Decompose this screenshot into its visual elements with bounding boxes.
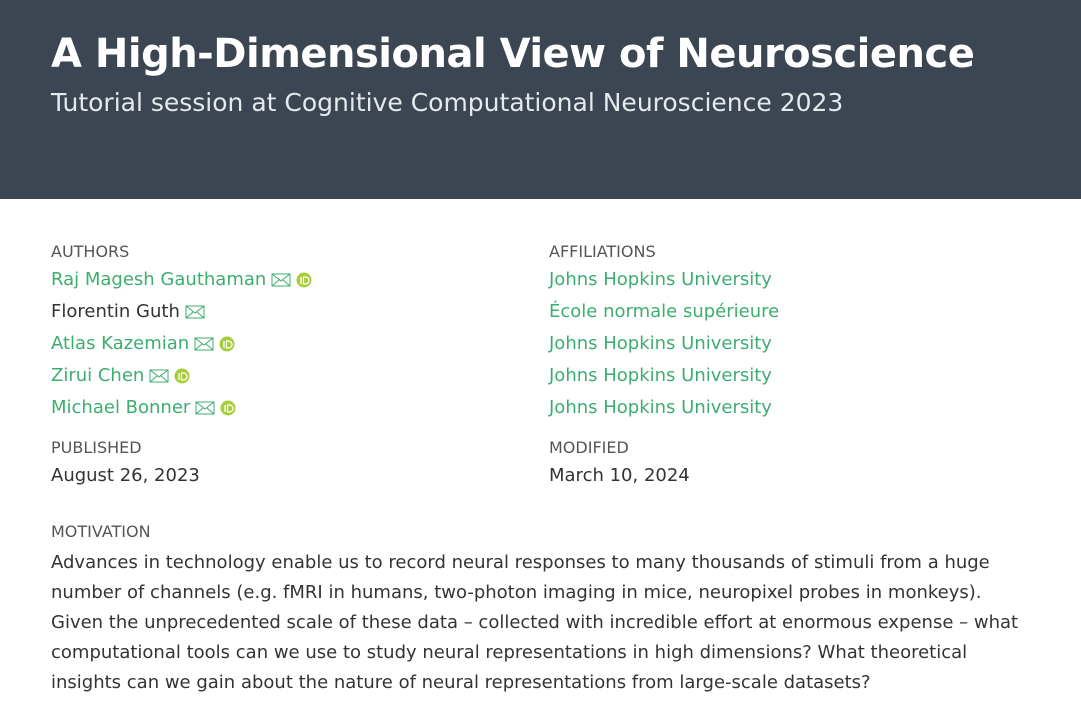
authors-col: AUTHORS Raj Magesh Gauthaman Florentin G… — [51, 240, 531, 492]
author: Florentin Guth — [51, 296, 531, 328]
email-icon[interactable] — [195, 401, 215, 415]
modified-date: March 10, 2024 — [549, 465, 690, 486]
affiliations-col: AFFILIATIONS Johns Hopkins University Éc… — [549, 240, 1029, 492]
subtitle: Tutorial session at Cognitive Computatio… — [51, 88, 844, 117]
author-link[interactable]: Raj Magesh Gauthaman — [51, 269, 267, 290]
email-icon[interactable] — [271, 273, 291, 287]
affiliation-link[interactable]: Johns Hopkins University — [549, 397, 772, 418]
motivation-label: MOTIVATION — [51, 522, 151, 541]
orcid-icon[interactable] — [296, 272, 312, 288]
modified-label: MODIFIED — [549, 438, 629, 457]
title: A High-Dimensional View of Neuroscience — [51, 31, 975, 77]
orcid-icon[interactable] — [220, 400, 236, 416]
affiliation-link[interactable]: École normale supérieure — [549, 301, 780, 322]
author-link[interactable]: Michael Bonner — [51, 397, 191, 418]
authors-label: AUTHORS — [51, 242, 130, 261]
author-link[interactable]: Zirui Chen — [51, 365, 145, 386]
motivation: MOTIVATION Advances in technology enable… — [51, 520, 1031, 698]
email-icon[interactable] — [194, 337, 214, 351]
author: Atlas Kazemian — [51, 328, 531, 360]
author: Raj Magesh Gauthaman — [51, 264, 531, 296]
author: Michael Bonner — [51, 392, 531, 424]
author-link[interactable]: Atlas Kazemian — [51, 333, 190, 354]
affiliation-link[interactable]: Johns Hopkins University — [549, 365, 772, 386]
email-icon[interactable] — [185, 305, 205, 319]
author: Zirui Chen — [51, 360, 531, 392]
affiliation-link[interactable]: Johns Hopkins University — [549, 269, 772, 290]
published-date: August 26, 2023 — [51, 465, 200, 486]
affiliation-link[interactable]: Johns Hopkins University — [549, 333, 772, 354]
email-icon[interactable] — [149, 369, 169, 383]
orcid-icon[interactable] — [219, 336, 235, 352]
published-label: PUBLISHED — [51, 438, 142, 457]
affiliations-label: AFFILIATIONS — [549, 242, 656, 261]
author-name: Florentin Guth — [51, 301, 180, 322]
orcid-icon[interactable] — [174, 368, 190, 384]
header: A High-Dimensional View of Neuroscience … — [0, 0, 1081, 199]
motivation-text: Advances in technology enable us to reco… — [51, 552, 1019, 693]
